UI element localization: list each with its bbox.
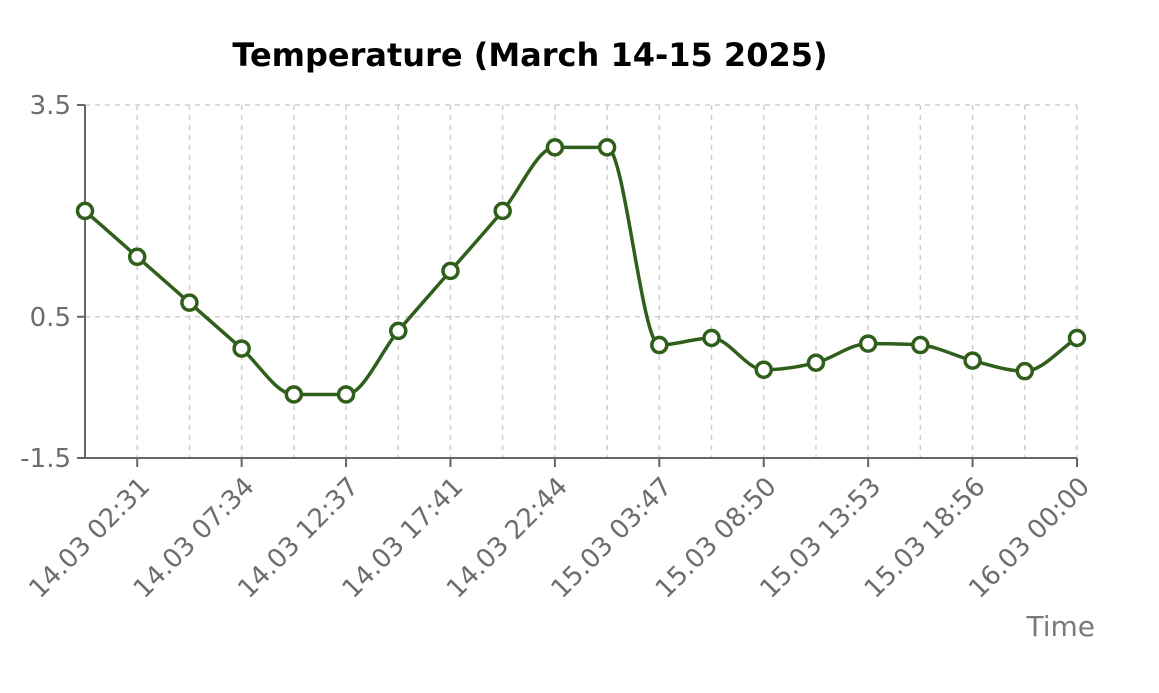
grid bbox=[85, 104, 1078, 458]
data-point[interactable] bbox=[493, 201, 512, 221]
y-tick-label: 0.5 bbox=[30, 303, 71, 333]
x-axis-label: Time bbox=[1025, 610, 1095, 643]
y-tick-label: -1.5 bbox=[20, 444, 71, 474]
data-point[interactable] bbox=[911, 335, 930, 355]
data-point[interactable] bbox=[180, 293, 199, 312]
chart-title: Temperature (March 14-15 2025) bbox=[232, 36, 827, 74]
data-point[interactable] bbox=[441, 261, 460, 281]
y-tick-label: 3.5 bbox=[30, 91, 71, 121]
data-point[interactable] bbox=[389, 321, 408, 341]
data-point[interactable] bbox=[963, 351, 982, 370]
data-point[interactable] bbox=[1067, 328, 1087, 348]
data-point[interactable] bbox=[754, 360, 773, 379]
temperature-line bbox=[83, 145, 1079, 397]
data-point[interactable] bbox=[702, 328, 721, 348]
y-axis-ticks: 3.5 0.5 -1.5 bbox=[20, 91, 85, 474]
temperature-series bbox=[83, 145, 1079, 397]
data-point[interactable] bbox=[336, 385, 356, 404]
data-point[interactable] bbox=[545, 138, 565, 157]
data-point[interactable] bbox=[232, 339, 251, 358]
data-point[interactable] bbox=[597, 138, 617, 157]
axes bbox=[84, 105, 1077, 459]
data-point[interactable] bbox=[75, 201, 95, 221]
data-point[interactable] bbox=[1015, 361, 1035, 381]
data-point[interactable] bbox=[806, 353, 826, 372]
data-point[interactable] bbox=[858, 334, 878, 353]
temperature-points bbox=[75, 138, 1087, 404]
data-point[interactable] bbox=[284, 385, 304, 404]
data-point[interactable] bbox=[127, 247, 147, 267]
data-point[interactable] bbox=[650, 335, 669, 355]
